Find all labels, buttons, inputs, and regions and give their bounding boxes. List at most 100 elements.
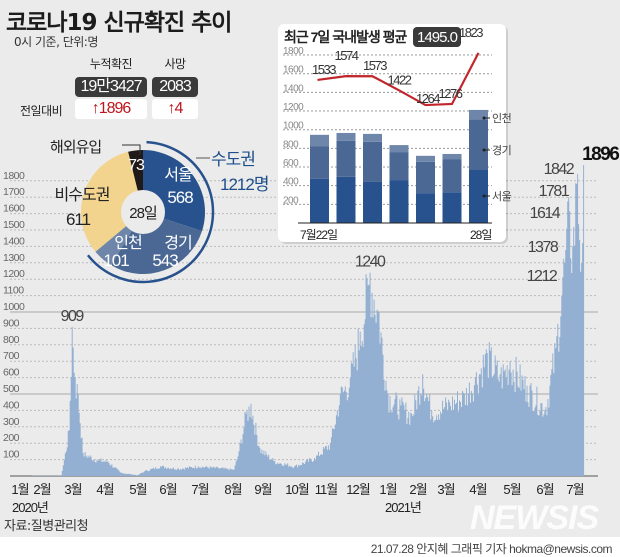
peak-label: 1842 <box>544 161 575 178</box>
bar-경기 <box>469 119 488 171</box>
subtitle: 0시 기준, 단위:명 <box>14 35 98 49</box>
x-tick-label: 6월 <box>159 482 176 497</box>
donut-center-label: 28일 <box>129 205 157 222</box>
inset-y-tick-label: 1200 <box>283 102 304 113</box>
y-tick-label: 800 <box>3 334 20 346</box>
cumulative-label: 누적확진 <box>89 57 133 71</box>
slice-label: 경기 <box>164 234 191 252</box>
donut-hole <box>121 190 165 234</box>
year-label: 2020년 <box>12 500 48 515</box>
y-tick-label: 1700 <box>3 186 25 198</box>
peak-label: 1614 <box>530 205 561 222</box>
bar-인천 <box>442 153 462 160</box>
y-tick-label: 1300 <box>3 252 25 264</box>
inset-y-tick-label: 800 <box>283 139 299 150</box>
bar-서울 <box>442 192 462 223</box>
bar-경기 <box>336 140 356 177</box>
bar-인천 <box>363 133 382 142</box>
y-tick-label: 1600 <box>3 203 25 215</box>
bar-서울 <box>310 178 329 223</box>
y-tick-label: 500 <box>3 383 20 395</box>
bar-인천 <box>469 109 488 120</box>
bar-서울 <box>416 193 435 223</box>
x-tick-label: 5월 <box>503 482 520 497</box>
x-tick-label: 1월 <box>379 482 396 497</box>
y-tick-label: 1500 <box>3 219 25 231</box>
y-tick-label: 1000 <box>3 301 25 313</box>
x-tick-label: 11월 <box>315 482 337 497</box>
footer-bar <box>0 537 620 557</box>
y-tick-label: 1200 <box>3 268 25 280</box>
inset-y-tick-label: 400 <box>283 177 299 188</box>
legend-label: 경기 <box>492 144 511 157</box>
peak-label: 1212 <box>527 268 558 285</box>
line-value-label: 1574 <box>335 48 359 63</box>
donut-slice <box>81 151 143 252</box>
x-tick-label: 4월 <box>96 482 113 497</box>
deaths-change: ↑4 <box>152 99 198 119</box>
bar-인천 <box>389 145 409 153</box>
legend-label: 서울 <box>492 190 512 203</box>
y-tick-label: 600 <box>3 367 20 379</box>
inset-title: 최근 7일 국내발생 평균 <box>284 29 407 45</box>
slice-value: 543 <box>152 251 178 270</box>
cumulative-badge: 19만3427 <box>75 77 147 97</box>
y-tick-label: 900 <box>3 317 20 329</box>
average-line <box>317 52 480 107</box>
bar-경기 <box>442 159 462 193</box>
y-tick-label: 700 <box>3 350 20 362</box>
inset-chart: 최근 7일 국내발생 평균 1495.0 200 400 600 800 1000 1200 1… <box>278 24 512 244</box>
bar-서울 <box>389 180 409 223</box>
change-label: 전일대비 <box>20 104 63 118</box>
y-tick-label: 1800 <box>3 170 25 182</box>
x-tick-label: 2월 <box>33 482 50 497</box>
year-label: 2021년 <box>385 500 421 515</box>
x-tick-label: 10월 <box>285 482 308 497</box>
page-title: 코로나19 신규확진 추이 <box>6 10 232 36</box>
average-badge <box>413 27 461 47</box>
legend-label: 인천 <box>492 111 511 125</box>
x-tick-label: 2월 <box>409 482 426 497</box>
bar-경기 <box>389 152 409 181</box>
line-value-label: 1276 <box>439 86 463 101</box>
y-tick-label: 1100 <box>3 285 24 297</box>
peak-label: 1240 <box>355 254 386 271</box>
peak-label: 1378 <box>528 239 559 256</box>
slice-value: 611 <box>66 210 91 229</box>
capital-area-arc <box>86 140 215 284</box>
x-tick-label: 7월 <box>566 482 583 497</box>
newsis-logo: NEWSIS <box>470 499 599 537</box>
x-tick-label: 1월 <box>11 482 28 497</box>
slice-label: 해외유입 <box>50 139 101 156</box>
bar-서울 <box>363 181 382 223</box>
bar-서울 <box>469 170 488 223</box>
daily-cases-area <box>32 165 585 476</box>
deaths-label: 사망 <box>164 57 186 71</box>
y-tick-label: 1400 <box>3 235 25 247</box>
deaths-badge: 2083 <box>152 77 198 97</box>
line-value-label: 1422 <box>388 72 412 87</box>
line-value-label: 1264 <box>416 91 440 106</box>
x-tick-label: 7월 <box>191 482 208 497</box>
slice-label: 비수도권 <box>55 186 110 204</box>
source-note: 자료:질병관리청 <box>4 519 89 534</box>
leader-line <box>122 144 141 155</box>
x-tick-label: 4월 <box>469 482 486 497</box>
slice-value: 568 <box>167 188 193 207</box>
peak-label: 909 <box>61 308 85 325</box>
slice-value: 73 <box>128 157 145 174</box>
capital-label: 수도권 <box>211 150 255 169</box>
line-value-label: 1533 <box>312 62 336 77</box>
peak-label: 1781 <box>539 183 570 200</box>
inset-y-tick-label: 600 <box>283 158 299 169</box>
bar-경기 <box>416 161 435 194</box>
inset-y-tick-label: 1600 <box>283 65 304 76</box>
bar-인천 <box>310 134 329 147</box>
bar-인천 <box>416 155 435 162</box>
inset-y-tick-label: 1800 <box>283 46 304 57</box>
line-value-label: 1823 <box>459 25 483 40</box>
x-tick-label: 3월 <box>437 482 454 497</box>
